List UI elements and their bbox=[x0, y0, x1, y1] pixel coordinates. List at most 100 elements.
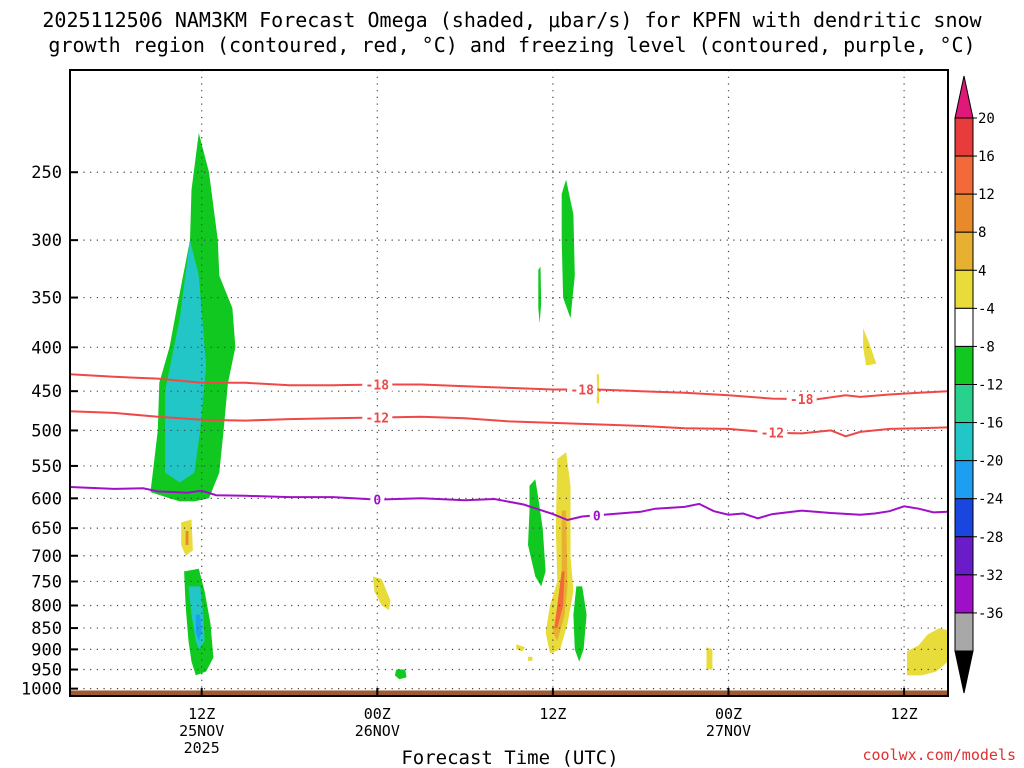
contour-label-bg--12C-1 bbox=[757, 425, 788, 440]
contour-label--12C-1: -12 bbox=[761, 427, 784, 442]
contour-label-0C-1: 0 bbox=[593, 509, 601, 524]
y-tick-label-1000: 1000 bbox=[21, 680, 62, 700]
contour--18C bbox=[69, 373, 949, 401]
omega-region-yellow-small-1 bbox=[372, 576, 391, 611]
contour-label--12C-0: -12 bbox=[366, 412, 389, 427]
omega-region-yellow-lower-right bbox=[907, 628, 948, 676]
y-tick-label-600: 600 bbox=[31, 489, 62, 509]
plot-area: -18 -18 -18 -12 -12 0 0 bbox=[69, 69, 949, 697]
plot-frame bbox=[69, 69, 949, 697]
contour-label-bg-0C-0 bbox=[370, 492, 385, 507]
colorbar-segment-12 bbox=[954, 574, 974, 614]
colorbar-segment-10 bbox=[954, 498, 974, 538]
credit-text: coolwx.com/models bbox=[862, 746, 1016, 764]
contour-label-bg--12C-0 bbox=[362, 410, 393, 425]
contour-label-0C-0: 0 bbox=[373, 494, 381, 509]
y-tick-label-250: 250 bbox=[31, 163, 62, 183]
x-tick-date-6: 25NOV bbox=[179, 722, 224, 740]
contour-0C bbox=[69, 486, 949, 522]
omega-region-mid-yellow-column bbox=[545, 452, 574, 654]
contour-label--18C-1: -18 bbox=[570, 384, 594, 399]
colorbar-label-6: -8 bbox=[978, 339, 995, 355]
temperature-contours: -18 -18 -18 -12 -12 0 0 bbox=[69, 373, 949, 524]
omega-region-mid-green-b bbox=[573, 586, 587, 662]
omega-region-yellow-small-6 bbox=[706, 647, 713, 670]
colorbar-label-8: -16 bbox=[978, 416, 1003, 432]
colorbar-segment-6 bbox=[954, 345, 974, 385]
contour-label--18C-0: -18 bbox=[366, 378, 390, 393]
x-axis-label: Forecast Time (UTC) bbox=[401, 747, 618, 768]
colorbar-bottom-arrow bbox=[954, 650, 974, 694]
x-tick-label-54: 12Z bbox=[891, 705, 918, 723]
colorbar-label-4: 4 bbox=[978, 263, 986, 279]
chart-title-line1: 2025112506 NAM3KM Forecast Omega (shaded… bbox=[42, 8, 982, 32]
colorbar-label-10: -24 bbox=[978, 492, 1003, 508]
colorbar-label-13: -36 bbox=[978, 606, 1003, 622]
y-tick-label-450: 450 bbox=[31, 382, 62, 402]
omega-shading bbox=[150, 133, 948, 680]
x-tick-date-42: 27NOV bbox=[706, 722, 751, 740]
omega-region-upward-motion-lower-max bbox=[195, 614, 202, 641]
x-tick-label-6: 12Z bbox=[188, 705, 215, 723]
omega-region-downward-motion-1-core bbox=[185, 531, 189, 545]
colorbar-label-3: 8 bbox=[978, 225, 986, 241]
omega-region-upper-green-b bbox=[538, 266, 542, 324]
colorbar-label-9: -20 bbox=[978, 454, 1003, 470]
colorbar-segment-5 bbox=[954, 307, 974, 347]
colorbar-label-0: 20 bbox=[978, 111, 995, 127]
contour-label--18C-2: -18 bbox=[790, 393, 814, 408]
omega-region-upper-green-a bbox=[561, 179, 575, 319]
y-tick-label-500: 500 bbox=[31, 421, 62, 441]
contour-label-bg--18C-2 bbox=[786, 392, 817, 407]
y-tick-label-700: 700 bbox=[31, 547, 62, 567]
contour-label-bg--18C-1 bbox=[567, 382, 598, 397]
colorbar-label-2: 12 bbox=[978, 187, 995, 203]
colorbar-top-arrow bbox=[954, 75, 974, 119]
x-tick-label-42: 00Z bbox=[715, 705, 742, 723]
y-tick-label-400: 400 bbox=[31, 338, 62, 358]
colorbar-segment-2 bbox=[954, 193, 974, 233]
x-tick-date-18: 26NOV bbox=[355, 722, 400, 740]
colorbar-segment-4 bbox=[954, 269, 974, 309]
contour--12C bbox=[69, 410, 949, 438]
colorbar-segment-3 bbox=[954, 231, 974, 271]
y-tick-label-650: 650 bbox=[31, 519, 62, 539]
omega-region-mid-orange-column bbox=[552, 510, 568, 641]
colorbar-segment-13 bbox=[954, 612, 974, 652]
y-tick-label-850: 850 bbox=[31, 619, 62, 639]
y-axis: 2503003504004505005506006507007508008509… bbox=[21, 163, 78, 700]
colorbar-label-7: -12 bbox=[978, 378, 1003, 394]
x-tick-label-18: 00Z bbox=[364, 705, 391, 723]
y-tick-label-800: 800 bbox=[31, 597, 62, 617]
contour-label-bg--18C-0 bbox=[362, 377, 393, 392]
colorbar-segment-8 bbox=[954, 422, 974, 462]
colorbar-label-5: -4 bbox=[978, 301, 995, 317]
colorbar-label-12: -32 bbox=[978, 568, 1003, 584]
colorbar-segment-11 bbox=[954, 536, 974, 576]
x-tick-year-6: 2025 bbox=[184, 739, 220, 757]
omega-region-mid-red-column bbox=[554, 571, 565, 629]
omega-region-upward-motion-core bbox=[165, 240, 207, 483]
omega-region-green-small-near-surface bbox=[394, 669, 407, 680]
colorbar-label-1: 16 bbox=[978, 149, 995, 165]
colorbar-label-11: -28 bbox=[978, 530, 1003, 546]
omega-region-yellow-small-3 bbox=[863, 328, 877, 366]
chart-title-line2: growth region (contoured, red, °C) and f… bbox=[48, 33, 975, 57]
colorbar-segment-1 bbox=[954, 155, 974, 195]
y-tick-label-300: 300 bbox=[31, 231, 62, 251]
colorbar: 20 16 12 8 4 -4 -8 -12 -16 -20 -24 -28 -32 -36 bbox=[954, 75, 1003, 694]
colorbar-segment-7 bbox=[954, 384, 974, 424]
omega-region-yellow-small-5 bbox=[528, 656, 533, 661]
terrain-band bbox=[70, 690, 948, 696]
y-tick-label-900: 900 bbox=[31, 640, 62, 660]
y-tick-label-550: 550 bbox=[31, 457, 62, 477]
colorbar-segment-9 bbox=[954, 460, 974, 500]
contour-label-bg-0C-1 bbox=[589, 508, 604, 523]
omega-region-yellow-small-4 bbox=[516, 644, 526, 652]
omega-region-mid-green-a bbox=[528, 479, 546, 587]
y-tick-label-750: 750 bbox=[31, 572, 62, 592]
y-tick-label-950: 950 bbox=[31, 661, 62, 681]
y-tick-label-350: 350 bbox=[31, 289, 62, 309]
